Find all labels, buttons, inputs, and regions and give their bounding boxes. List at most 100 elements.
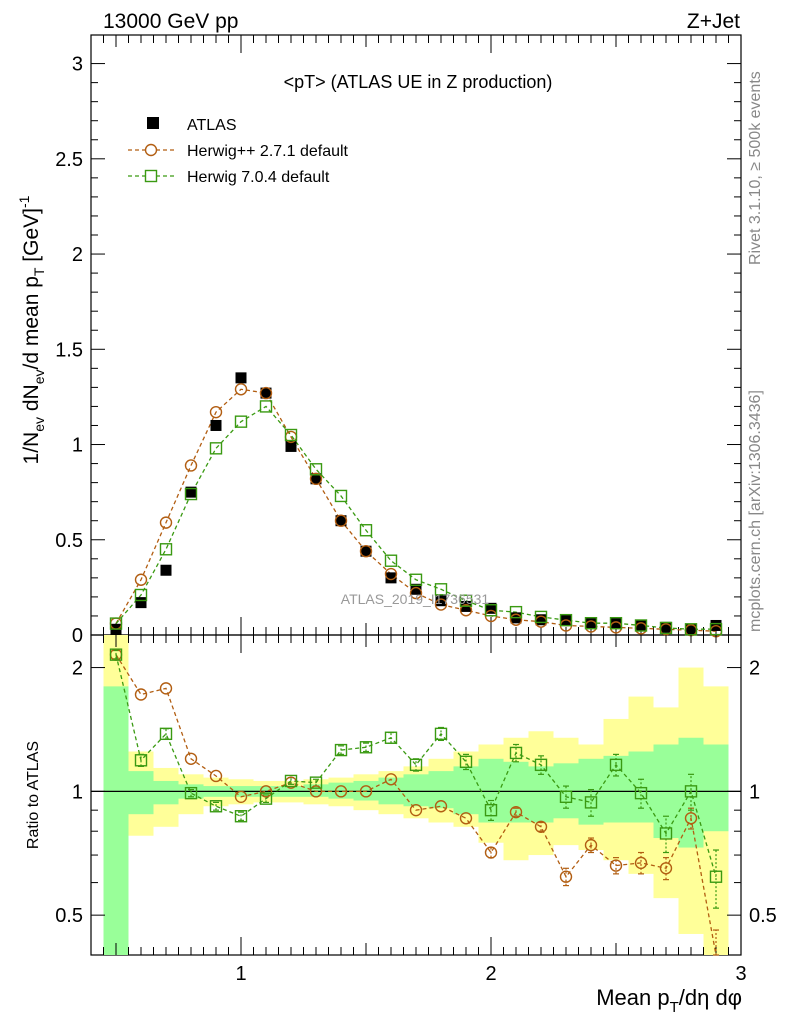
x-axis-title: Mean pT/dη dφ <box>596 985 742 1016</box>
y-tick-label: 1.5 <box>55 339 83 361</box>
herwig7-ratio-point <box>634 786 648 800</box>
herwigpp-ratio-point <box>534 820 548 833</box>
herwig7-ratio-point <box>534 758 548 772</box>
herwig7-point <box>234 415 248 428</box>
y-tick-label: 0 <box>72 625 83 647</box>
band-inner <box>153 780 179 805</box>
herwig7-point <box>159 543 173 556</box>
herwig7-ratio-point <box>209 800 223 813</box>
atlas-point <box>385 572 397 584</box>
band-inner <box>303 784 329 797</box>
energy-label: 13000 GeV pp <box>103 10 238 33</box>
herwigpp-ratio-point <box>584 838 598 852</box>
herwigpp-ratio-point <box>659 862 673 875</box>
herwig7-point <box>259 400 273 413</box>
herwigpp-ratio-point <box>259 785 273 798</box>
herwig7-point <box>534 610 548 624</box>
herwig7-ratio-line <box>115 654 717 877</box>
herwigpp-point <box>334 514 348 527</box>
herwigpp-point <box>184 459 198 472</box>
herwig7-ratio-point <box>384 731 398 744</box>
herwig7-ratio-point <box>684 785 698 798</box>
band-inner <box>428 771 454 809</box>
herwigpp-point <box>159 516 173 529</box>
band-inner <box>403 774 429 807</box>
atlas-point <box>685 623 697 635</box>
herwig7-point <box>409 573 423 586</box>
herwig7-point <box>559 613 573 627</box>
ratio-plot-layer: 0.5 0.5 1 1 2 2 1 2 3 <box>55 635 777 985</box>
atlas-point <box>435 595 447 607</box>
herwig7-ratio-point <box>359 741 373 754</box>
herwigpp-point <box>259 386 273 400</box>
herwigpp-point <box>134 573 148 586</box>
herwigpp-ratio-point <box>509 805 523 819</box>
atlas-point <box>210 419 222 431</box>
legend-herwig7-label: Herwig 7.0.4 default <box>187 169 330 186</box>
herwig7-point <box>134 588 148 602</box>
legend-herwigpp-label: Herwig++ 2.7.1 default <box>187 143 349 160</box>
atlas-point <box>285 440 297 452</box>
herwigpp-ratio-point <box>559 870 573 883</box>
atlas-point <box>535 614 547 626</box>
herwig7-point <box>634 619 648 632</box>
herwigpp-ratio-line <box>115 654 717 956</box>
herwig7-point <box>684 623 698 636</box>
herwig7-ratio-point <box>134 754 148 767</box>
atlas-point <box>235 372 247 384</box>
herwig7-ratio-point <box>434 727 448 741</box>
legend-atlas-marker <box>147 117 159 129</box>
herwigpp-ratio-point <box>409 803 423 817</box>
herwig7-point <box>484 604 498 617</box>
herwig7-ratio-point <box>709 870 723 883</box>
svg-text:1/Nev dNev/d mean pT [GeV]-1: 1/Nev dNev/d mean pT [GeV]-1 <box>16 195 47 464</box>
atlas-point <box>610 618 622 630</box>
ratio-y-tick-label-left: 2 <box>72 658 83 680</box>
herwig7-ratio-point <box>309 776 323 789</box>
herwig7-point <box>384 554 398 567</box>
ratio-y-tick-label-left: 1 <box>72 781 83 803</box>
herwig7-point <box>709 622 723 636</box>
herwig7-ratio-point <box>484 803 498 817</box>
legend-herwigpp-marker <box>144 143 158 157</box>
herwig7-point <box>359 524 373 537</box>
atlas-point <box>260 387 272 399</box>
atlas-point <box>310 473 322 485</box>
ratio-y-tick-label-left: 0.5 <box>55 905 83 927</box>
ratio-y-axis-title: Ratio to ATLAS <box>25 741 42 849</box>
herwig7-ratio-point <box>459 755 473 768</box>
herwig7-point <box>659 621 673 635</box>
herwigpp-ratio-point <box>234 790 248 803</box>
herwigpp-ratio-point <box>609 859 623 872</box>
herwigpp-ratio-point <box>484 846 498 859</box>
herwigpp-point <box>434 598 448 611</box>
atlas-point <box>410 583 422 595</box>
atlas-point <box>335 515 347 527</box>
x-tick-label: 1 <box>235 963 246 985</box>
y-tick-label: 2 <box>72 244 83 266</box>
band-inner <box>328 782 354 799</box>
band-inner <box>128 771 154 815</box>
herwigpp-point <box>509 613 523 626</box>
atlas-point <box>135 597 147 609</box>
herwigpp-ratio-point <box>634 856 648 870</box>
herwig7-ratio-point <box>409 758 423 772</box>
herwig7-ratio-point <box>159 727 173 741</box>
herwigpp-ratio-point <box>184 752 198 765</box>
herwig7-point <box>284 428 298 442</box>
herwig7-point <box>584 616 598 630</box>
atlas-point <box>185 486 197 498</box>
atlas-point <box>360 545 372 557</box>
herwig7-ratio-point <box>509 746 523 760</box>
rivet-label: Rivet 3.1.10, ≥ 500k events <box>747 71 764 265</box>
herwig7-ratio-point <box>559 790 573 803</box>
y-tick-label: 0.5 <box>55 530 83 552</box>
band-inner <box>103 686 129 955</box>
band-inner <box>453 766 479 815</box>
herwig7-point <box>509 605 523 619</box>
herwig7-ratio-point <box>584 796 598 809</box>
y-tick-label: 2.5 <box>55 149 83 171</box>
herwig7-ratio-point <box>259 792 273 805</box>
herwigpp-ratio-point <box>384 773 398 786</box>
